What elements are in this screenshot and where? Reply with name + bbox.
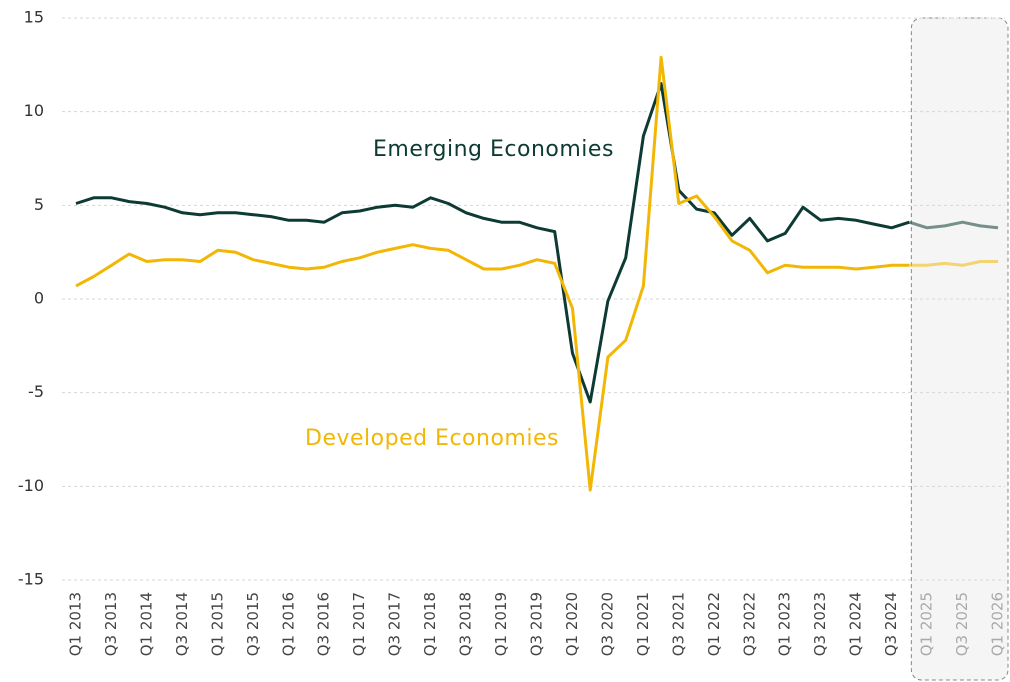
x-tick-label: Q1 2014: [137, 592, 155, 656]
x-tick-label: Q3 2014: [173, 592, 191, 656]
series-line: [908, 220, 999, 230]
y-tick-label: -10: [18, 476, 44, 495]
x-tick-label: Q3 2023: [811, 592, 829, 656]
series-annotation: Emerging Economies: [373, 137, 614, 162]
x-tick-label: Q3 2022: [740, 592, 758, 656]
forecast-region: [910, 17, 1009, 681]
x-tick-label: Q3 2020: [598, 592, 616, 656]
x-tick-label: Q1 2022: [705, 592, 723, 656]
series-annotation: Developed Economies: [305, 426, 559, 451]
y-tick-label: 5: [34, 195, 44, 214]
x-tick-label: Q1 2023: [776, 592, 794, 656]
y-tick-label: 0: [34, 289, 44, 308]
y-tick-label: 10: [24, 101, 44, 120]
x-tick-label: Q1 2024: [847, 592, 865, 656]
x-tick-label: Q1 2015: [208, 592, 226, 656]
x-tick-label: Q3 2015: [244, 592, 262, 656]
x-tick-label: Q1 2020: [563, 592, 581, 656]
x-tick-label: Q3 2016: [315, 592, 333, 656]
x-tick-label: Q3 2017: [386, 592, 404, 656]
y-tick-label: 15: [24, 8, 44, 27]
y-tick-label: -5: [28, 382, 44, 401]
x-tick-label: Q3 2024: [882, 592, 900, 656]
x-tick-label: Q1 2019: [492, 592, 510, 656]
x-tick-label: Q1 2026: [989, 592, 1007, 656]
x-tick-label: Q3 2025: [953, 592, 971, 656]
series-line: [909, 260, 998, 267]
x-tick-label: Q3 2019: [528, 592, 546, 656]
series-line: [75, 55, 910, 492]
x-tick-label: Q3 2013: [102, 592, 120, 656]
y-tick-label: -15: [18, 570, 44, 589]
plot: -15 -10 -5 0 5 10 15 Q1 2013 Q3 2013 Q1 2014 Q3 20…: [18, 8, 1009, 681]
x-tick-label: Q1 2013: [67, 592, 85, 656]
x-tick-label: Q1 2017: [350, 592, 368, 656]
x-tick-label: Q1 2021: [634, 592, 652, 656]
x-tick-label: Q3 2018: [457, 592, 475, 656]
x-tick-label: Q1 2018: [421, 592, 439, 656]
x-tick-label: Q3 2021: [669, 592, 687, 656]
series-line: [75, 82, 910, 404]
x-tick-label: Q1 2016: [279, 592, 297, 656]
x-tick-label: Q1 2025: [918, 592, 936, 656]
